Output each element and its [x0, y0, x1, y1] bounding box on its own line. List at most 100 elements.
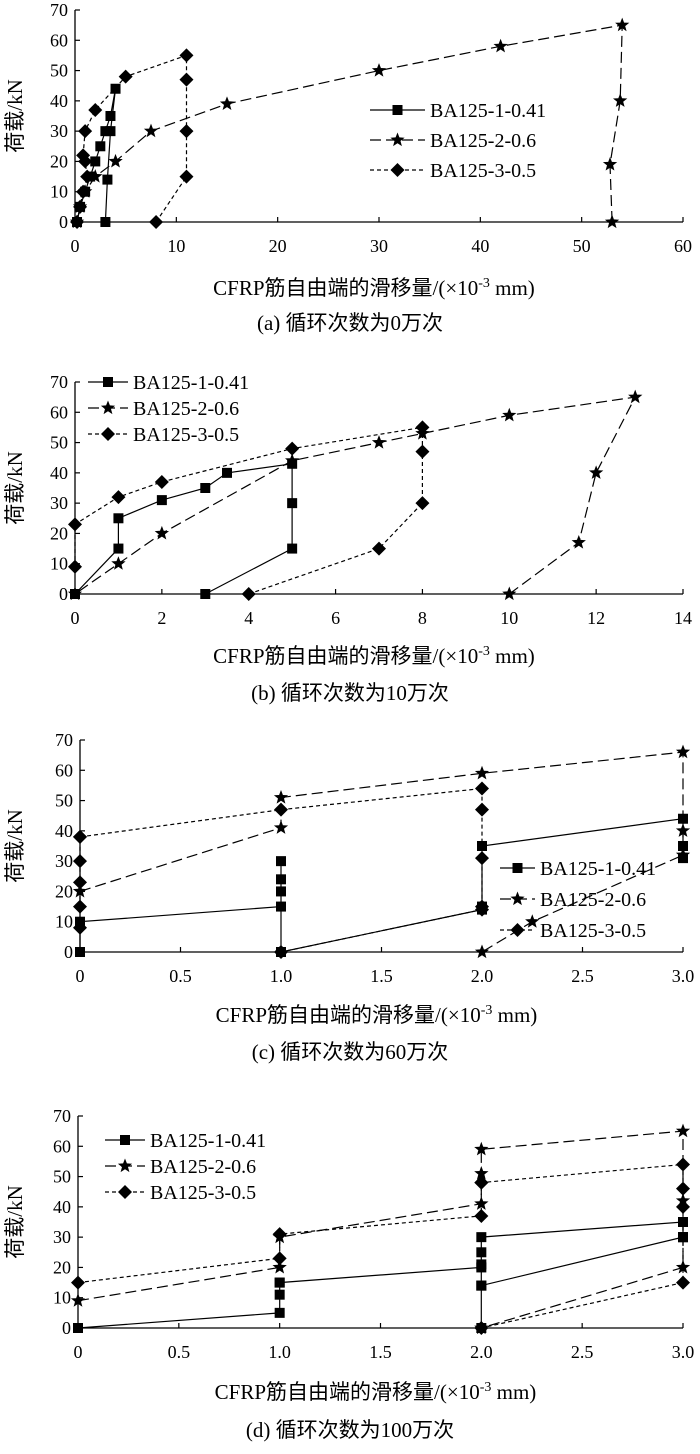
x-tick-label: 0 [71, 236, 80, 256]
y-tick-label: 30 [53, 1227, 71, 1247]
data-point [371, 63, 387, 77]
data-point [628, 389, 643, 404]
x-tick-label: 10 [167, 236, 185, 256]
data-point [67, 586, 83, 601]
chart-panel-c: 0 10 20 30 40 50 60 70 0 0.5 1.0 1.5 2.0 2.5 3.0 荷载/kN C… [3, 730, 694, 1064]
x-tick-label: 40 [471, 236, 489, 256]
x-tick-label: 0.5 [169, 966, 192, 986]
data-point [676, 1181, 690, 1196]
y-tick-label: 30 [55, 851, 73, 871]
data-point [474, 765, 490, 780]
y-tick-label: 70 [55, 730, 73, 750]
data-point [110, 83, 121, 94]
data-point [73, 199, 88, 214]
data-point [102, 174, 113, 185]
data-point [272, 1251, 287, 1266]
series-BA125-2-0.6 [67, 389, 643, 601]
y-tick-label: 0 [62, 1318, 71, 1338]
data-point [200, 589, 211, 599]
data-point [474, 1141, 489, 1156]
data-point [219, 96, 235, 110]
data-point [474, 1321, 489, 1335]
y-tick-label: 70 [50, 0, 68, 20]
data-point [273, 820, 289, 834]
data-point [371, 435, 387, 449]
data-point [287, 543, 298, 554]
y-tick-label: 10 [53, 1288, 71, 1308]
data-point [80, 169, 95, 184]
y-tick-label: 30 [50, 493, 68, 513]
y-tick-label: 60 [53, 1136, 71, 1156]
data-point [615, 17, 630, 32]
series-line [77, 1130, 684, 1329]
x-tick-label: 0 [74, 1342, 83, 1362]
legend-label: BA125-1-0.41 [430, 100, 546, 122]
data-point [179, 169, 194, 184]
data-point [676, 1275, 690, 1290]
legend-marker [120, 1135, 130, 1145]
data-point [476, 1280, 487, 1291]
data-point [179, 48, 194, 63]
y-tick-label: 40 [50, 463, 68, 483]
data-point [502, 586, 517, 601]
y-axis-title: 荷载/kN [3, 809, 27, 883]
data-point [100, 126, 111, 137]
legend-marker [390, 163, 405, 177]
data-point [675, 1259, 691, 1274]
data-point [73, 1323, 83, 1333]
x-tick-label: 8 [418, 608, 427, 628]
y-tick-label: 30 [50, 121, 68, 141]
data-point [75, 947, 85, 957]
data-point [70, 215, 85, 229]
data-point [571, 535, 586, 549]
x-tick-label: 1.5 [369, 1342, 392, 1362]
y-tick-label: 20 [53, 1257, 71, 1277]
legend-marker [101, 427, 115, 441]
x-tick-label: 14 [674, 608, 692, 628]
data-point [143, 123, 159, 138]
series-BA125-3-0.5 [71, 1157, 690, 1335]
legend-marker [118, 1185, 132, 1199]
y-tick-label: 40 [50, 91, 68, 111]
legend-label: BA125-2-0.6 [430, 130, 536, 152]
data-point [276, 874, 286, 885]
legend: BA125-1-0.41 BA125-2-0.6 BA125-3-0.5 [500, 858, 656, 942]
y-tick-label: 10 [55, 912, 73, 932]
y-tick-label: 20 [55, 881, 73, 901]
y-tick-label: 20 [50, 523, 68, 543]
legend: BA125-1-0.41 BA125-2-0.6 BA125-3-0.5 [370, 100, 546, 182]
data-point [241, 587, 256, 601]
legend-label: BA125-3-0.5 [540, 920, 646, 942]
series-BA125-3-0.5 [70, 48, 194, 229]
data-point [272, 1259, 287, 1274]
data-point [276, 886, 286, 897]
data-point [76, 184, 91, 199]
legend-label: BA125-2-0.6 [133, 398, 239, 420]
x-tick-label: 1.0 [270, 966, 293, 986]
legend: BA125-1-0.41 BA125-2-0.6 BA125-3-0.5 [105, 1130, 266, 1204]
series-line [79, 787, 483, 953]
x-tick-label: 0 [71, 608, 80, 628]
series-line [77, 1221, 684, 1329]
data-point [676, 1199, 690, 1214]
y-tick-label: 40 [53, 1197, 71, 1217]
y-axis-title: 荷载/kN [3, 1185, 27, 1259]
data-point [274, 802, 288, 817]
y-tick-label: 60 [50, 30, 68, 50]
data-point [88, 169, 103, 183]
data-point [73, 920, 87, 935]
legend-marker [512, 863, 523, 873]
series-line [74, 426, 423, 595]
legend-marker [390, 132, 405, 147]
y-tick-label: 60 [50, 402, 68, 422]
series-line [76, 24, 623, 223]
series-BA125-3-0.5 [68, 420, 430, 601]
series-BA125-2-0.6 [72, 744, 691, 959]
data-point [95, 141, 106, 152]
data-point [274, 1307, 285, 1318]
legend-label: BA125-3-0.5 [133, 424, 239, 446]
y-tick-label: 40 [55, 821, 73, 841]
data-point [274, 1289, 285, 1300]
x-tick-label: 3.0 [672, 1342, 695, 1362]
data-point [179, 124, 194, 139]
